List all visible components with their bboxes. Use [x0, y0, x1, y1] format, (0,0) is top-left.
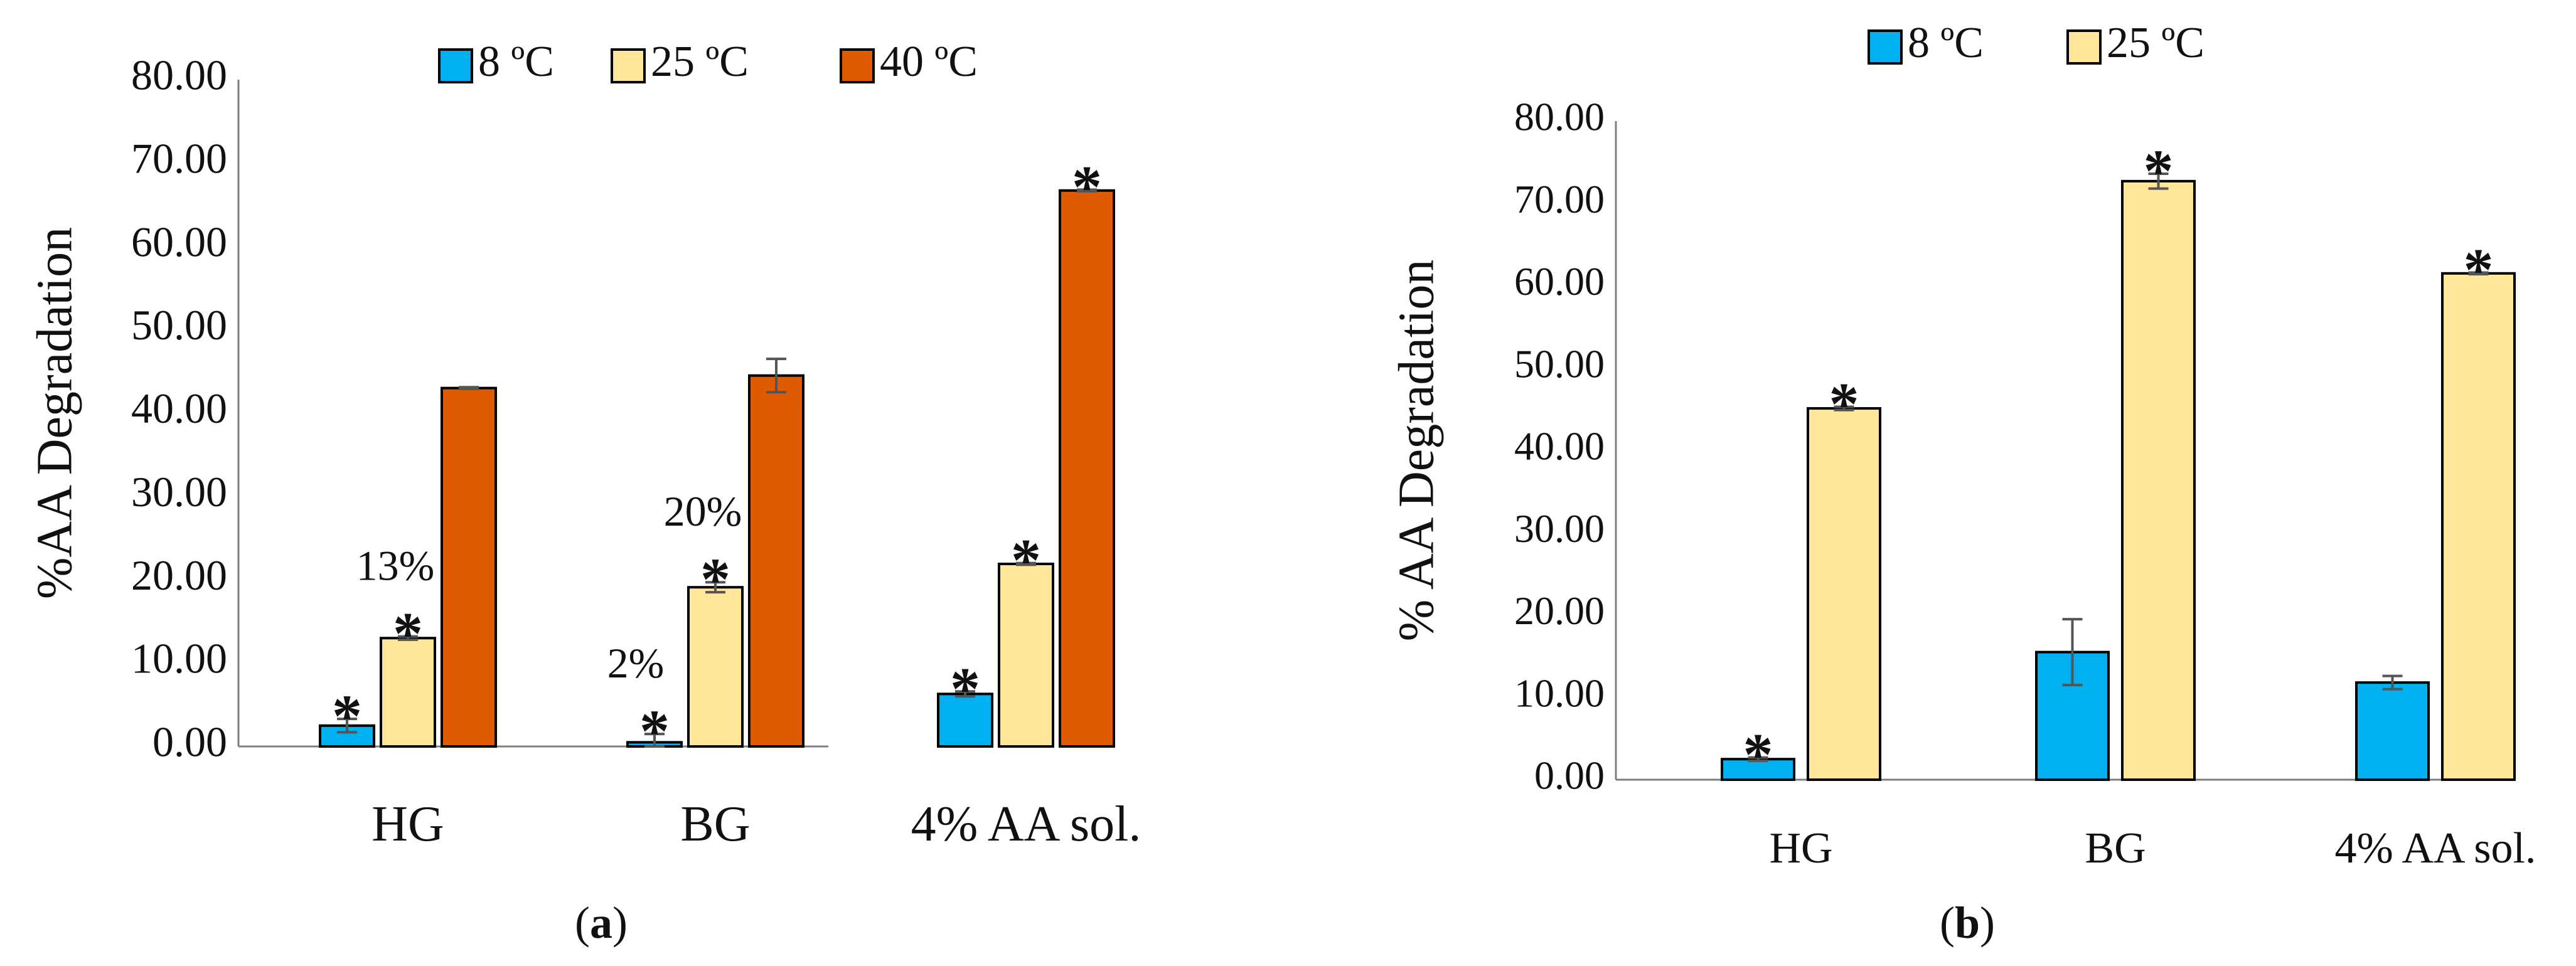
y-tick-label: 30.00 — [131, 468, 227, 516]
y-axis-label: % AA Degradation — [1389, 260, 1444, 642]
y-tick-label: 60.00 — [131, 218, 227, 265]
x-tick-label: 4% AA sol. — [911, 797, 1141, 852]
x-tick-label: BG — [680, 797, 750, 852]
significance-star: * — [1072, 153, 1102, 220]
y-tick-label: 80.00 — [1514, 95, 1605, 139]
y-tick-label: 10.00 — [131, 635, 227, 682]
bar — [1807, 407, 1881, 781]
x-tick-label: HG — [371, 797, 444, 852]
y-tick-label: 60.00 — [1514, 259, 1605, 304]
y-tick-label: 20.00 — [131, 551, 227, 599]
significance-star: * — [1011, 527, 1041, 594]
y-axis-label: %AA Degradation — [27, 227, 82, 599]
y-tick-label: 30.00 — [1514, 506, 1605, 551]
significance-star: * — [393, 600, 423, 667]
bar — [2441, 272, 2516, 781]
y-tick-label: 70.00 — [131, 134, 227, 182]
significance-star: * — [950, 655, 980, 722]
bar — [441, 386, 497, 748]
significance-star: * — [332, 682, 362, 750]
legend-swatch — [2066, 29, 2102, 65]
legend-label: 8 ºC — [1908, 19, 1984, 67]
significance-star: * — [1829, 370, 1859, 437]
y-tick-label: 50.00 — [1514, 341, 1605, 386]
bar — [937, 693, 993, 748]
percent-annotation: 13% — [356, 542, 435, 590]
legend-swatch — [611, 48, 646, 83]
legend-swatch — [1868, 29, 1903, 65]
x-tick-label: 4% AA sol. — [2335, 824, 2536, 873]
percent-annotation: 2% — [607, 639, 665, 687]
bar — [748, 374, 804, 748]
y-tick-label: 20.00 — [1514, 588, 1605, 633]
bar — [687, 586, 744, 748]
y-tick-label: 0.00 — [1534, 753, 1605, 798]
legend-label: 40 ºC — [880, 38, 978, 86]
y-tick-label: 40.00 — [131, 385, 227, 432]
panel-a-chart: 0.00 10.00 20.00 30.00 40.00 50.00 60.00 70.00 8… — [27, 38, 1141, 948]
y-tick-label: 0.00 — [152, 718, 227, 766]
panel-label: (a) — [575, 898, 628, 948]
bar — [2355, 681, 2430, 781]
panel-label: (b) — [1940, 898, 1995, 948]
significance-star: * — [2464, 236, 2494, 304]
significance-star: * — [2144, 137, 2174, 204]
x-tick-label: BG — [2085, 824, 2146, 873]
y-tick-label: 70.00 — [1514, 177, 1605, 221]
y-tick-label: 40.00 — [1514, 424, 1605, 469]
significance-star: * — [639, 698, 670, 765]
bar — [1059, 189, 1115, 748]
legend-label: 8 ºC — [478, 38, 554, 86]
legend-swatch — [840, 48, 875, 83]
panel-b-chart: 0.00 10.00 20.00 30.00 40.00 50.00 60.00 70.00 8… — [1389, 19, 2536, 948]
x-tick-label: HG — [1769, 824, 1832, 873]
significance-star: * — [1743, 721, 1773, 788]
legend-swatch — [438, 48, 473, 83]
y-tick-label: 80.00 — [131, 51, 227, 99]
legend-label: 25 ºC — [651, 38, 749, 86]
y-tick-label: 10.00 — [1514, 671, 1605, 715]
bar — [380, 637, 436, 748]
bar — [2121, 179, 2196, 781]
legend-label: 25 ºC — [2107, 19, 2205, 67]
y-tick-label: 50.00 — [131, 301, 227, 349]
significance-star: * — [700, 546, 730, 613]
percent-annotation: 20% — [664, 487, 742, 535]
